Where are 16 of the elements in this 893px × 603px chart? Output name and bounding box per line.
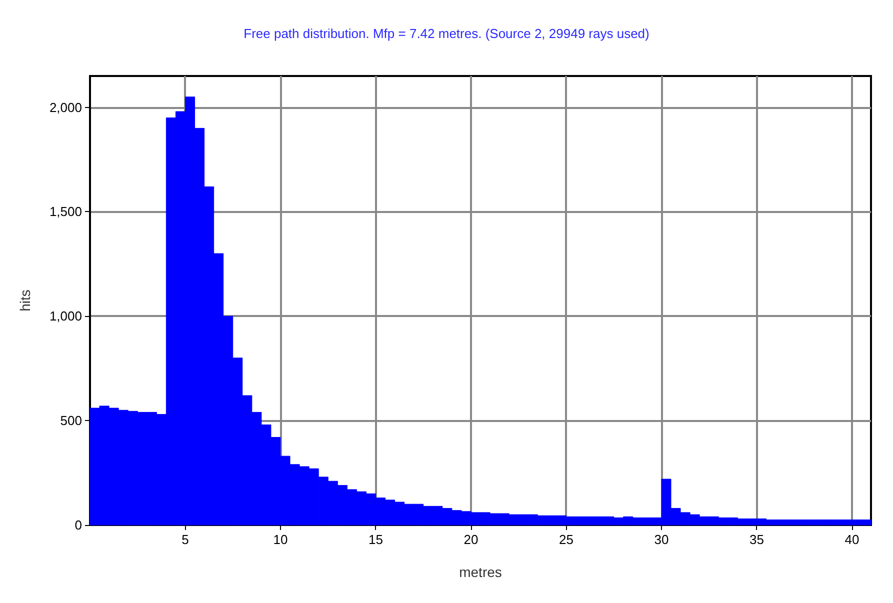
x-tick-label: 20 (464, 532, 478, 547)
y-tick-label: 1,000 (49, 308, 82, 324)
x-tick-label: 30 (654, 532, 669, 547)
x-tick-label: 35 (749, 532, 764, 547)
y-tick-label: 2,000 (49, 100, 82, 115)
x-tick-label: 25 (558, 532, 574, 547)
x-axis-title: metres (459, 564, 502, 580)
y-tick-label: 500 (60, 413, 82, 428)
y-tick-label: 1,500 (49, 204, 82, 220)
x-tick-label: 15 (368, 532, 383, 547)
x-tick-label: 5 (182, 532, 189, 547)
x-tick-label: 40 (844, 532, 860, 547)
y-tick-label: 0 (74, 518, 82, 532)
y-axis-title: hits (17, 290, 33, 312)
chart-title: Free path distribution. Mfp = 7.42 metres. (Source 2, 29949 rays used) (244, 26, 650, 41)
x-tick-label: 10 (273, 532, 288, 547)
